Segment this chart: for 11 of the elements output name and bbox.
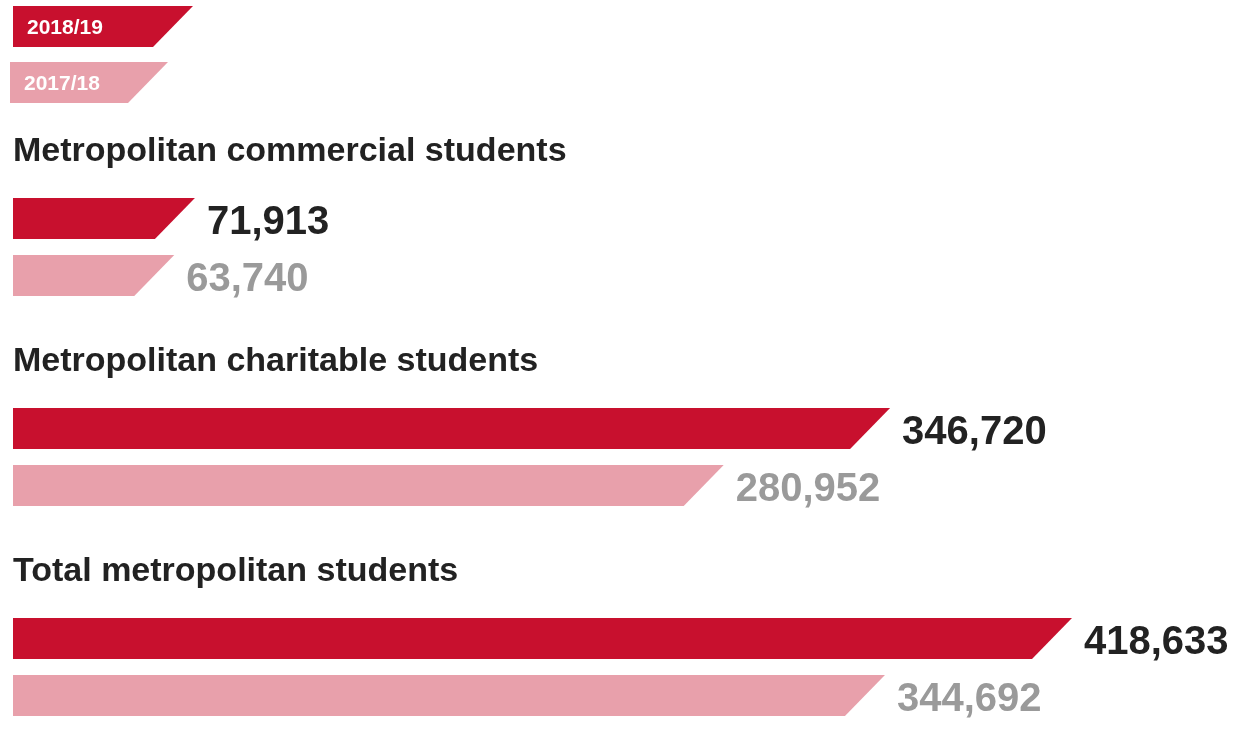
y-tick-label: Metropolitan commercial students	[13, 130, 567, 168]
y-tick-label: Metropolitan charitable students	[13, 340, 539, 378]
data-label: 418,633	[1084, 618, 1229, 662]
text: 2018/19	[27, 15, 103, 38]
data-label: 280,952	[735, 465, 881, 509]
data-label: 71,913	[206, 198, 330, 242]
data-label: 63,740	[186, 255, 309, 299]
data-label: 346,720	[902, 408, 1047, 452]
data-label: 344,692	[896, 675, 1042, 719]
y-tick-label: Total metropolitan students	[13, 550, 459, 588]
text: 2017/18	[24, 71, 101, 94]
